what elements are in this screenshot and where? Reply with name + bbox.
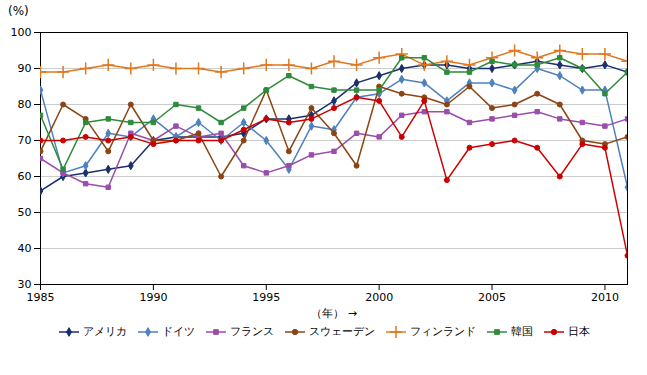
svg-text:80: 80 xyxy=(18,98,32,111)
html-text:日本: 日本 xyxy=(567,325,590,338)
html-text:アメリカ: アメリカ xyxy=(82,325,127,338)
html-text:スウェーデン: スウェーデン xyxy=(308,325,375,338)
html-text:フィンランド: フィンランド xyxy=(409,325,476,338)
svg-text:50: 50 xyxy=(18,206,32,219)
html-text:韓国: 韓国 xyxy=(510,325,533,338)
svg-text:1995: 1995 xyxy=(252,291,280,304)
svg-text:40: 40 xyxy=(18,242,32,255)
html-text:ドイツ: ドイツ xyxy=(161,325,195,338)
svg-text:2010: 2010 xyxy=(591,291,619,304)
svg-text:70: 70 xyxy=(18,134,32,147)
svg-text:1985: 1985 xyxy=(27,291,55,304)
svg-text:90: 90 xyxy=(18,62,32,75)
svg-text:30: 30 xyxy=(18,278,32,291)
svg-text:1990: 1990 xyxy=(139,291,167,304)
svg-text:2005: 2005 xyxy=(478,291,506,304)
svg-text:60: 60 xyxy=(18,170,32,183)
svg-text:100: 100 xyxy=(11,26,32,39)
svg-text:2000: 2000 xyxy=(365,291,393,304)
html-text:フランス: フランス xyxy=(229,325,274,338)
svg-text:（年） →: （年） → xyxy=(311,307,357,320)
